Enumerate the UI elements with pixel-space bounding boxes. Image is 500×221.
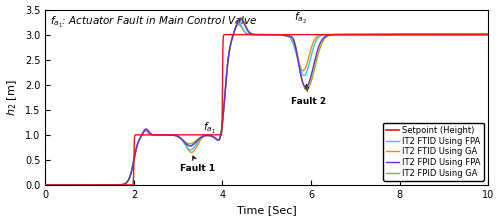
Text: Fault 1: Fault 1 [180, 156, 216, 173]
Text: $f_{a_1}$: $f_{a_1}$ [202, 121, 215, 136]
Text: $f_{a_1}$: Actuator Fault in Main Control Valve: $f_{a_1}$: Actuator Fault in Main Contro… [50, 15, 258, 30]
Legend: Setpoint (Height), IT2 FTID Using FPA, IT2 FTID Using GA, IT2 FPID Using FPA, IT: Setpoint (Height), IT2 FTID Using FPA, I… [383, 122, 484, 181]
Text: Fault 2: Fault 2 [291, 85, 326, 106]
X-axis label: Time [Sec]: Time [Sec] [237, 206, 296, 215]
Y-axis label: $h_2$ [m]: $h_2$ [m] [6, 79, 20, 116]
Text: $f_{a_2}$: $f_{a_2}$ [294, 11, 307, 26]
